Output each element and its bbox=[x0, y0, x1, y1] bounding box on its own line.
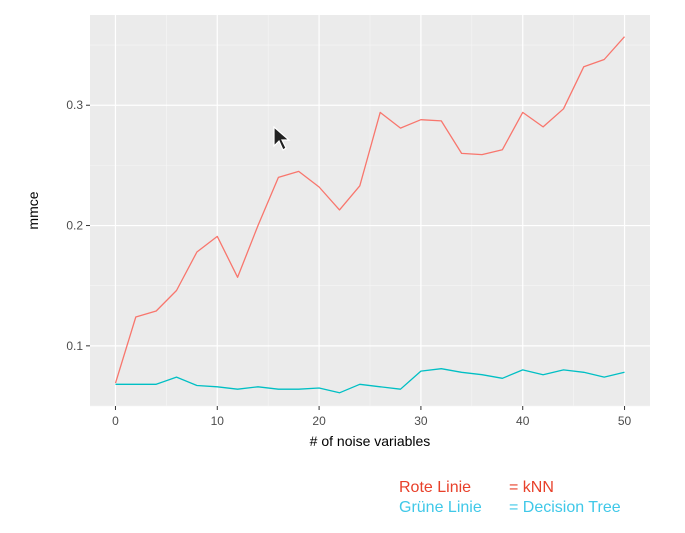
series-line-knn bbox=[114, 36, 625, 384]
x-tick-label: 40 bbox=[516, 414, 530, 428]
x-tick-label: 20 bbox=[312, 414, 326, 428]
y-tick-label: 0.1 bbox=[66, 339, 83, 353]
x-tick-label: 10 bbox=[211, 414, 225, 428]
x-tick-label: 30 bbox=[414, 414, 428, 428]
legend-desc-tree: = Decision Tree bbox=[509, 499, 621, 516]
y-axis-title: mmce bbox=[25, 191, 41, 229]
x-tick-label: 50 bbox=[618, 414, 632, 428]
y-tick-label: 0.2 bbox=[66, 219, 83, 233]
legend: Rote Linie = kNN Grüne Linie = Decision Tr… bbox=[399, 478, 621, 518]
mouse-pointer-icon bbox=[273, 126, 291, 151]
grid-minor bbox=[90, 15, 650, 407]
legend-row-tree: Grüne Linie = Decision Tree bbox=[399, 498, 621, 518]
legend-row-knn: Rote Linie = kNN bbox=[399, 478, 621, 498]
y-tick-label: 0.3 bbox=[66, 98, 83, 112]
grid-major bbox=[90, 15, 650, 406]
axis-ticks: 0 10 20 30 40 50 0.1 0.2 0.3 bbox=[66, 98, 631, 428]
legend-desc-knn: = kNN bbox=[509, 479, 554, 496]
x-axis-title: # of noise variables bbox=[310, 433, 431, 449]
legend-label-knn: Rote Linie bbox=[399, 479, 472, 496]
series-line-decision-tree bbox=[115, 368, 625, 394]
x-tick-label: 0 bbox=[112, 414, 119, 428]
legend-label-tree: Grüne Linie bbox=[399, 499, 482, 516]
series-layer bbox=[114, 36, 625, 394]
